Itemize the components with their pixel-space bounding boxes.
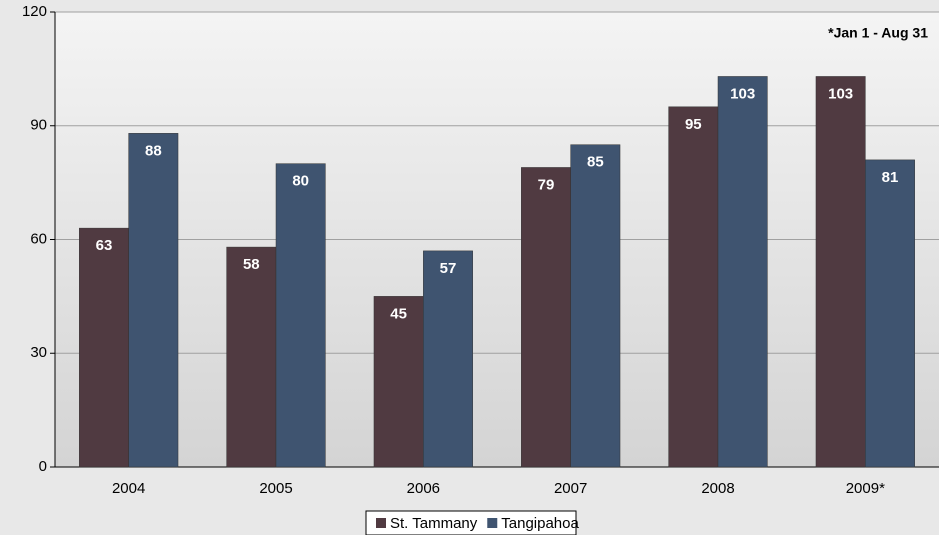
value-label: 63: [96, 237, 113, 254]
legend-box: [365, 510, 577, 535]
bar: [815, 76, 866, 468]
bar: [570, 144, 621, 468]
value-label: 45: [390, 305, 407, 322]
bar: [275, 163, 326, 468]
y-tick-label: 30: [30, 344, 47, 361]
value-label: 79: [538, 176, 555, 193]
x-tick-label: 2009*: [846, 480, 885, 497]
x-tick-label: 2007: [554, 480, 587, 497]
y-tick-label: 60: [30, 230, 47, 247]
y-tick-label: 90: [30, 117, 47, 134]
value-label: 58: [243, 256, 260, 273]
legend-swatch: [487, 518, 498, 528]
annotation: *Jan 1 - Aug 31: [828, 25, 928, 41]
bar: [373, 296, 424, 468]
value-label: 88: [145, 142, 162, 159]
y-tick-label: 120: [22, 3, 47, 20]
bar: [226, 246, 277, 468]
value-label: 103: [730, 85, 755, 102]
bar: [128, 133, 179, 468]
bar: [79, 227, 129, 468]
legend-label: St. Tammany: [390, 515, 478, 532]
legend-swatch: [376, 518, 386, 528]
value-label: 95: [685, 116, 702, 133]
value-label: 81: [882, 169, 899, 186]
x-tick-label: 2005: [259, 480, 292, 497]
value-label: 80: [292, 173, 309, 190]
bar: [521, 167, 571, 468]
bar: [423, 250, 473, 468]
value-label: 103: [828, 85, 853, 102]
x-tick-label: 2008: [701, 480, 734, 497]
x-tick-label: 2006: [407, 480, 440, 497]
bar: [865, 159, 915, 468]
bar: [717, 76, 768, 468]
x-tick-label: 2004: [112, 480, 145, 497]
y-tick-label: 0: [39, 458, 47, 475]
bar: [668, 106, 719, 468]
legend-label: Tangipahoa: [501, 515, 579, 532]
value-label: 57: [440, 260, 457, 277]
value-label: 85: [587, 154, 604, 171]
